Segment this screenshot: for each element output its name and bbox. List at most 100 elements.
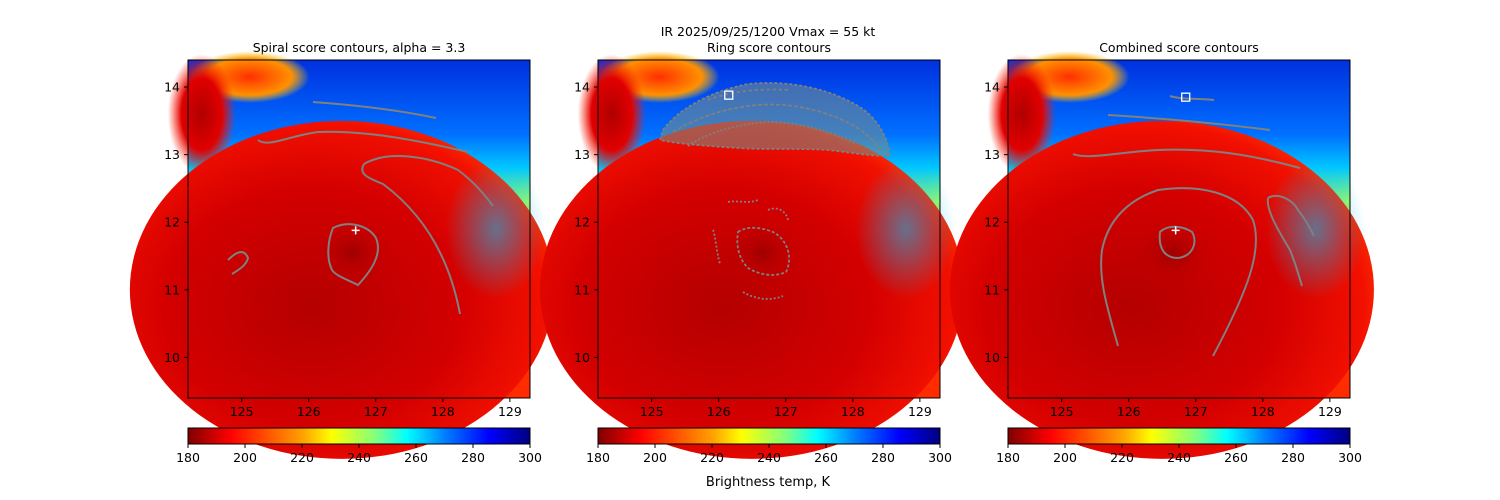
y-tick-label: 13 [984,147,1000,162]
colorbar-tick-label: 280 [871,450,895,465]
colorbar-combined: 180 200 220 240 260 280 300 [996,427,1362,465]
contour-line [736,226,790,276]
x-tick-label: 129 [908,404,932,419]
y-tick-label: 12 [574,215,590,230]
x-tick-label: 125 [640,404,664,419]
panel-combined: Combined score contours 125 126 127 128 129 1… [949,40,1374,459]
spiral-contours [227,101,494,315]
colorbar-tick-label: 220 [700,450,724,465]
y-tick-label: 14 [164,80,180,95]
panel-spiral: Spiral score contours, alpha = 3.3 125 12… [129,40,554,459]
contour-line [672,103,881,151]
plot-frame [187,59,531,399]
colorbar-tick-label: 220 [290,450,314,465]
cloud-cell [1265,159,1366,299]
colorbar-label: Brightness temp, K [706,475,831,490]
panel-title: Combined score contours [1099,40,1259,55]
y-tick-label: 14 [984,80,1000,95]
cloud-cell [577,54,646,175]
colorbar-tick-label: 180 [586,450,610,465]
colorbar-tick-label: 180 [996,450,1020,465]
colorbar-tick-label: 200 [1053,450,1077,465]
x-tick-label: 126 [1117,404,1141,419]
contour-line [361,163,461,315]
colorbar-tick-label: 260 [814,450,838,465]
x-tick-label: 128 [431,404,455,419]
colorbar-ring: 180 200 220 240 260 280 300 [586,427,952,465]
contour-line [227,251,250,275]
ring-contours [658,82,892,300]
colorbar-ramp [187,427,531,445]
cloud-cell [855,159,956,299]
x-tick-label: 128 [1251,404,1275,419]
contour-line [742,291,784,300]
y-tick-label: 10 [164,350,180,365]
x-tick-label: 129 [1318,404,1342,419]
contour-line [687,121,857,147]
y-tick-label: 13 [164,147,180,162]
x-tick-label: 125 [230,404,254,419]
ir-image [129,50,554,459]
colorbar-tick-label: 300 [518,450,542,465]
x-tick-label: 127 [1184,404,1208,419]
colorbar-tick-label: 240 [347,450,371,465]
colorbar-tick-label: 260 [1224,450,1248,465]
y-tick-label: 10 [984,350,1000,365]
y-tick-label: 11 [574,282,590,297]
y-tick-label: 11 [164,282,180,297]
x-tick-label: 128 [841,404,865,419]
ir-image [949,50,1374,459]
colorbar-tick-label: 200 [643,450,667,465]
colorbar-ramp [597,427,941,445]
colorbar-tick-label: 220 [1110,450,1134,465]
eye-region [722,216,803,289]
x-tick-label: 126 [707,404,731,419]
storm-core [129,120,554,459]
center-marker [351,226,360,235]
contour-line [1100,187,1257,357]
x-tick-label: 127 [774,404,798,419]
panel-title: Spiral score contours, alpha = 3.3 [253,40,466,55]
contour-line [767,207,789,221]
y-tick-label: 12 [164,215,180,230]
suptitle: IR 2025/09/25/1200 Vmax = 55 kt [661,24,876,39]
cloud-cell [167,54,236,175]
contour-line [312,101,437,119]
contour-cluster-north [658,82,892,157]
colorbar-tick-label: 300 [1338,450,1362,465]
colorbar-tick-label: 280 [461,450,485,465]
y-tick-label: 11 [984,282,1000,297]
center-marker [1171,226,1180,235]
colorbar-tick-label: 180 [176,450,200,465]
y-tick-label: 12 [984,215,1000,230]
contour-line [707,88,789,101]
storm-core [539,120,964,459]
panel-title: Ring score contours [707,40,831,55]
colorbar-tick-label: 300 [928,450,952,465]
contour-line [1267,194,1315,237]
x-tick-label: 125 [1050,404,1074,419]
colorbar-tick-label: 240 [757,450,781,465]
y-tick-label: 13 [574,147,590,162]
ir-image [539,50,964,459]
contour-line [257,130,469,153]
contour-line [1266,197,1303,287]
colorbar-spiral: 180 200 220 240 260 280 300 [176,427,542,465]
x-tick-label: 127 [364,404,388,419]
contour-line [1169,95,1215,101]
x-tick-label: 126 [297,404,321,419]
y-tick-label: 10 [574,350,590,365]
colorbar-ramp [1007,427,1351,445]
contour-line [1107,114,1271,131]
colorbar-tick-label: 280 [1281,450,1305,465]
combined-contours [1072,95,1315,357]
contour-line [363,155,494,207]
cloud-cell [987,54,1056,175]
colorbar-tick-label: 240 [1167,450,1191,465]
colorbar-tick-label: 200 [233,450,257,465]
contour-line [1072,148,1301,169]
square-marker [1181,92,1191,102]
panel-ring: Ring score contours 125 126 127 128 129 10 11 1… [539,40,964,459]
plot-frame [1007,59,1351,399]
